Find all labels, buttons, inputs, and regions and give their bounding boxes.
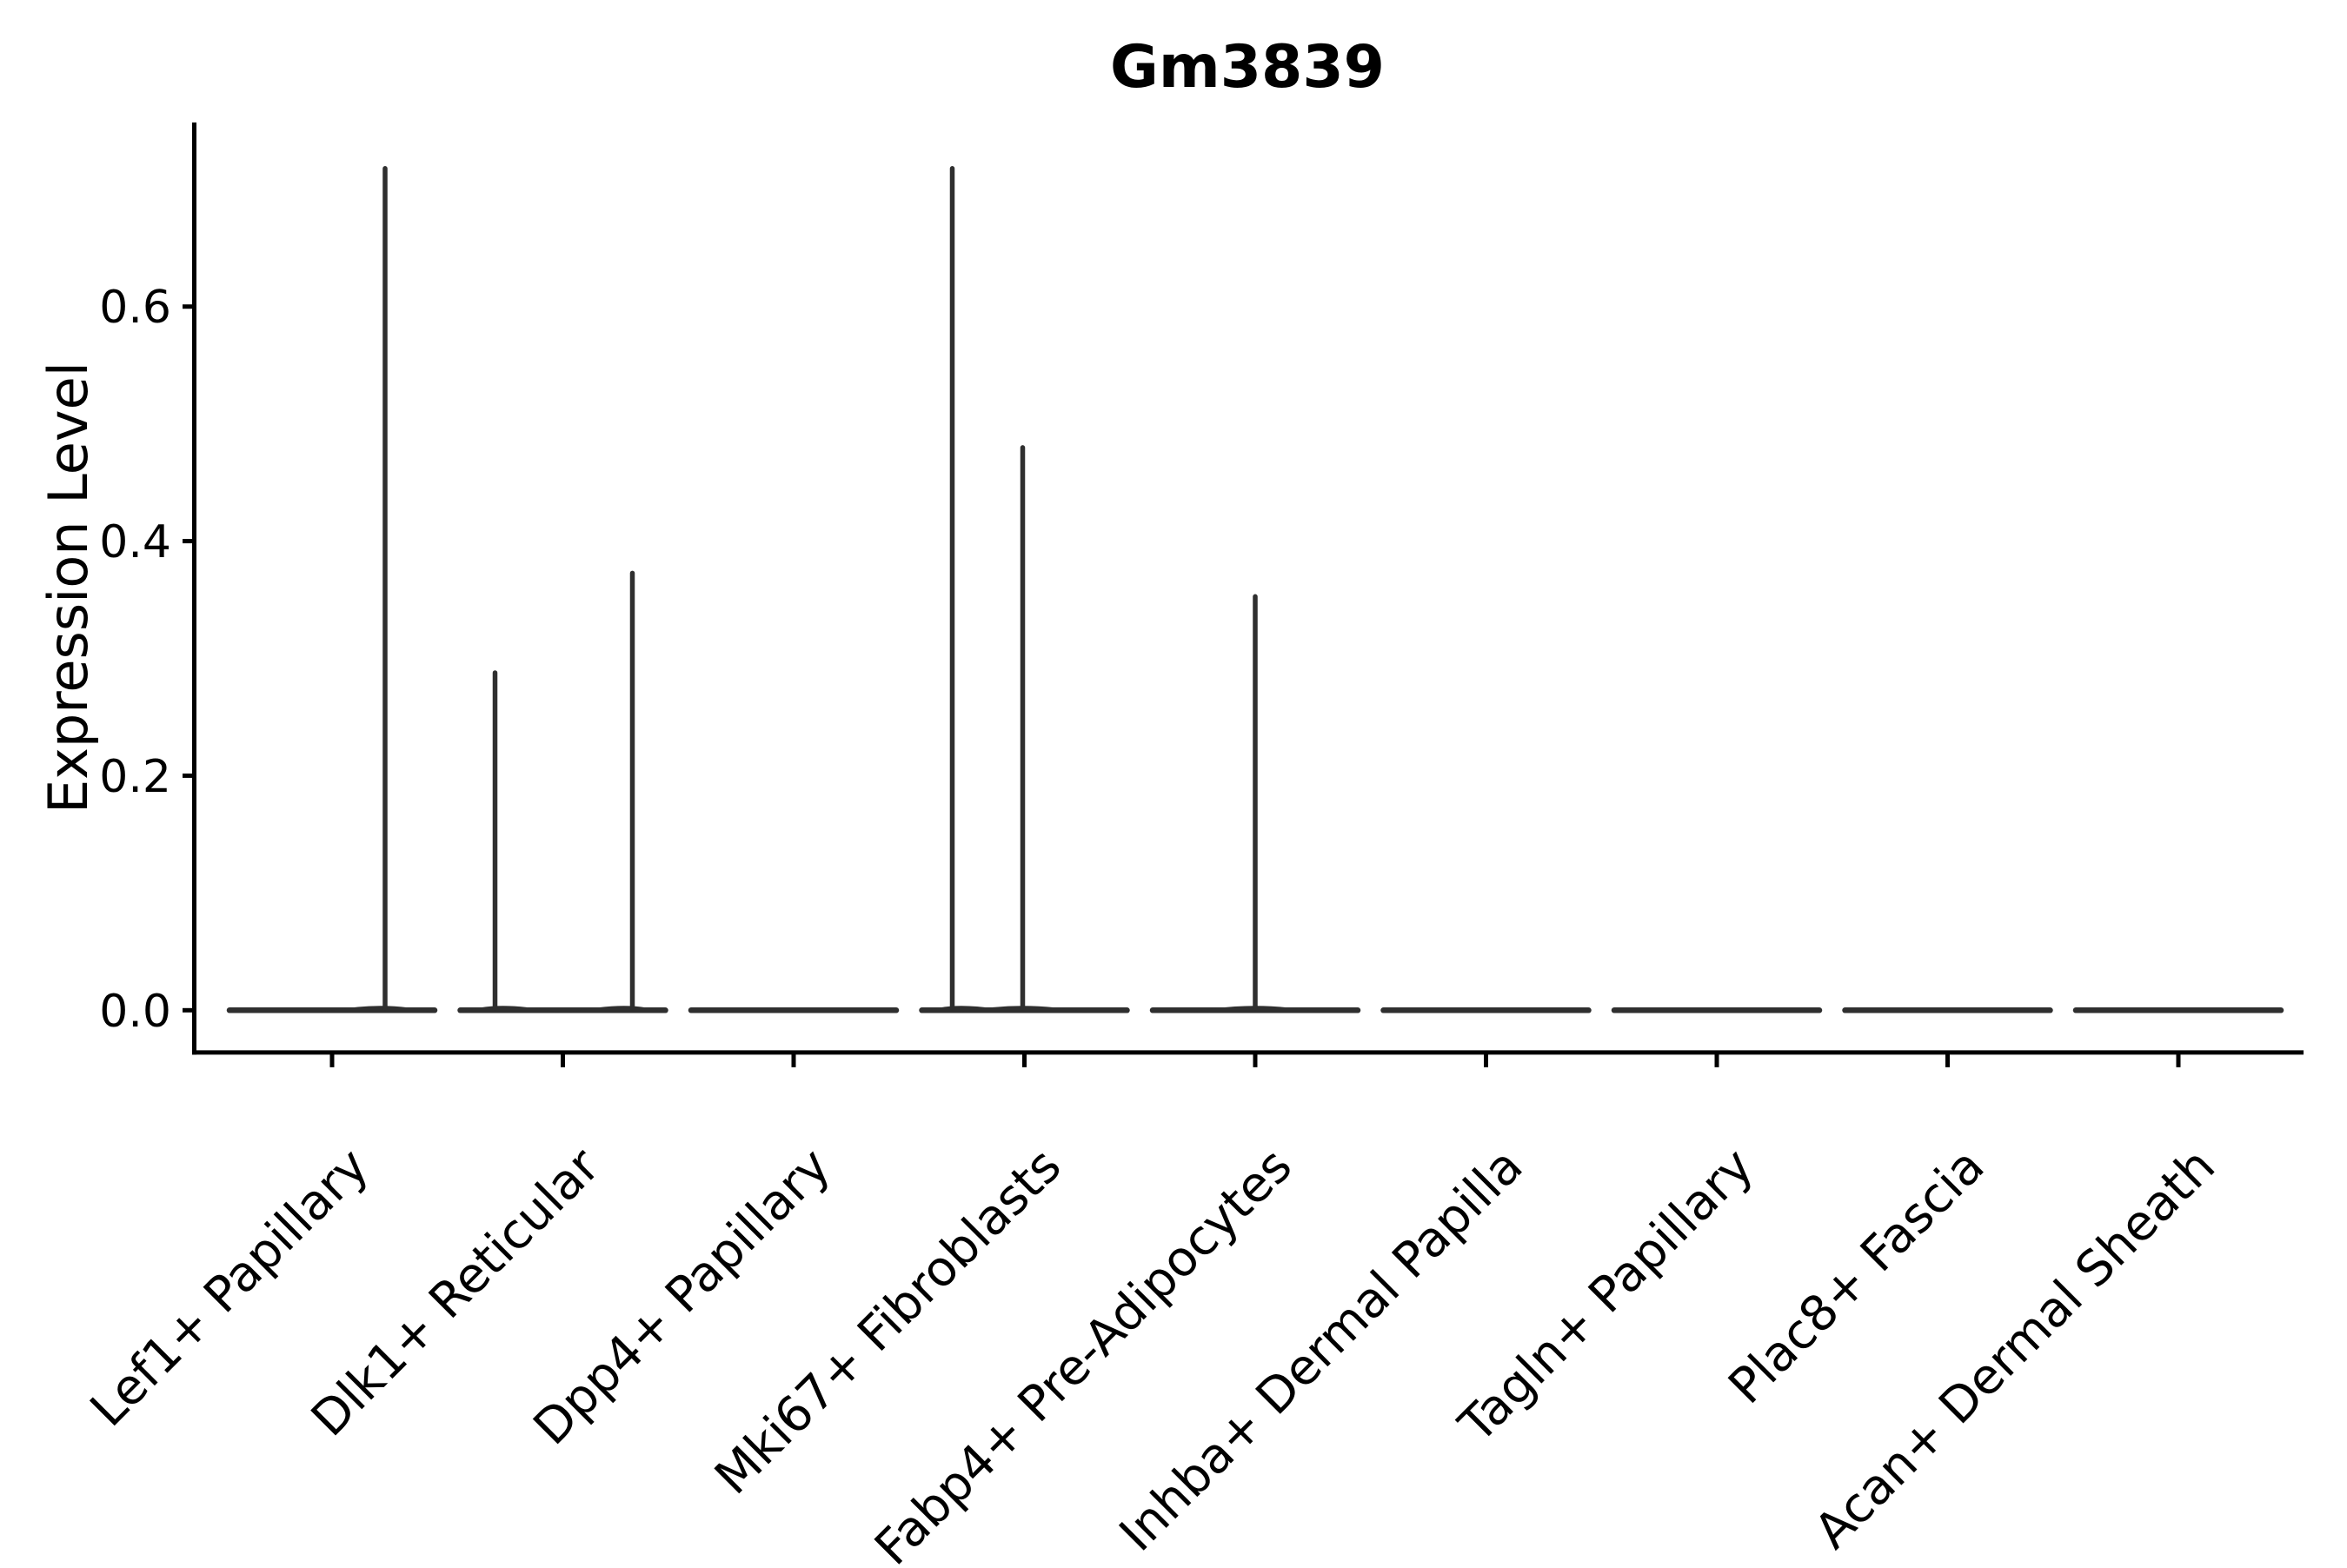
y-tick-label: 0.0 <box>99 986 171 1038</box>
axes <box>192 122 2304 1055</box>
violin-density-bump <box>567 1006 664 1013</box>
violins-layer <box>226 166 2284 1013</box>
violin <box>1149 594 1361 1013</box>
y-axis-ticks: 0.0 0.2 0.4 0.6 <box>99 282 193 1038</box>
y-tick-label: 0.4 <box>99 516 171 568</box>
y-tick-label: 0.6 <box>99 282 171 334</box>
y-axis-label: Expression Level <box>37 362 100 814</box>
violin-density-bump <box>462 1006 561 1013</box>
y-tick-label: 0.2 <box>99 751 171 803</box>
violin <box>457 570 668 1013</box>
chart-title: Gm3839 <box>1110 33 1385 102</box>
violin <box>226 166 438 1013</box>
violin-density-bump <box>320 1006 433 1013</box>
violin <box>919 166 1130 1013</box>
